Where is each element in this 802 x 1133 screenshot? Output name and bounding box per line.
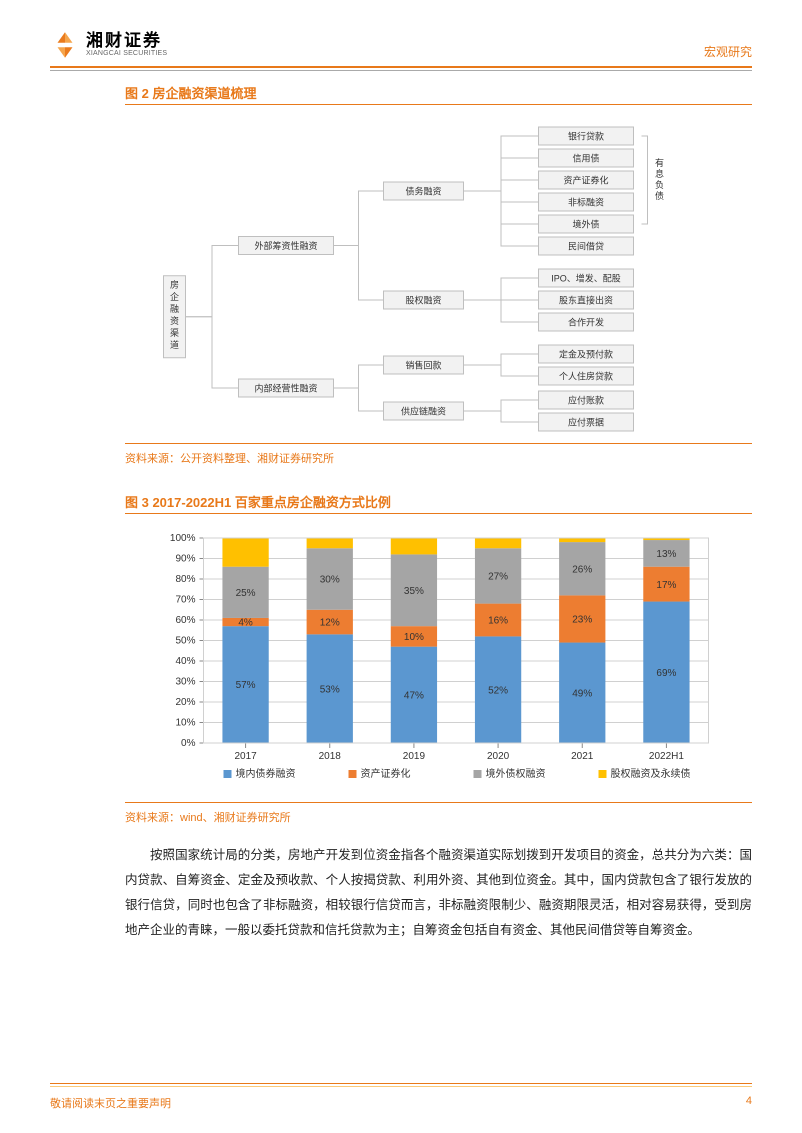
- svg-text:股权融资: 股权融资: [405, 294, 441, 305]
- footer-rule-2: [50, 1086, 752, 1087]
- svg-text:2018: 2018: [319, 751, 342, 762]
- fig2-caption: 图 2 房企融资渠道梳理: [125, 83, 752, 102]
- svg-text:2017: 2017: [234, 751, 257, 762]
- page-number: 4: [746, 1095, 752, 1111]
- svg-text:69%: 69%: [656, 668, 676, 679]
- svg-text:合作开发: 合作开发: [568, 316, 604, 327]
- svg-text:70%: 70%: [175, 595, 195, 606]
- svg-text:有: 有: [655, 157, 664, 168]
- svg-text:35%: 35%: [404, 586, 424, 597]
- svg-text:境外债: 境外债: [572, 218, 599, 229]
- fig2-caption-rule: [125, 104, 752, 105]
- fig3-caption-rule: [125, 513, 752, 514]
- svg-text:债: 债: [655, 190, 664, 201]
- fig2-diagram: 银行贷款信用债资产证券化非标融资境外债民间借贷 IPO、增发、配股股东直接出资合作…: [125, 119, 752, 439]
- svg-text:26%: 26%: [572, 564, 592, 575]
- svg-text:销售回款: 销售回款: [405, 359, 441, 370]
- svg-text:外部筹资性融资: 外部筹资性融资: [254, 240, 317, 251]
- svg-text:20%: 20%: [175, 697, 195, 708]
- logo: 湘财证券 XIANGCAI SECURITIES: [50, 30, 167, 60]
- svg-text:融: 融: [170, 304, 179, 314]
- svg-text:13%: 13%: [656, 549, 676, 560]
- doc-type: 宏观研究: [704, 43, 752, 60]
- svg-text:2019: 2019: [403, 751, 426, 762]
- svg-text:渠: 渠: [170, 327, 179, 338]
- svg-text:80%: 80%: [175, 574, 195, 585]
- svg-text:资产证券化: 资产证券化: [563, 174, 608, 185]
- brand-icon: [50, 30, 80, 60]
- fig3-source: 资料来源：wind、湘财证券研究所: [125, 809, 752, 825]
- body-para-1: 按照国家统计局的分类，房地产开发到位资金指各个融资渠道实际划拨到开发项目的资金，…: [125, 843, 752, 943]
- svg-text:房: 房: [170, 279, 179, 290]
- svg-text:23%: 23%: [572, 615, 592, 626]
- svg-text:10%: 10%: [404, 632, 424, 643]
- svg-text:50%: 50%: [175, 636, 195, 647]
- svg-text:境内债券融资: 境内债券融资: [236, 767, 296, 780]
- svg-text:债务融资: 债务融资: [405, 185, 441, 196]
- svg-text:27%: 27%: [488, 572, 508, 583]
- fig3-source-rule: [125, 802, 752, 803]
- svg-text:资产证券化: 资产证券化: [361, 767, 411, 780]
- svg-text:52%: 52%: [488, 685, 508, 696]
- svg-text:定金及预付款: 定金及预付款: [559, 348, 613, 359]
- svg-text:40%: 40%: [175, 656, 195, 667]
- fig2-source-rule: [125, 443, 752, 444]
- svg-text:100%: 100%: [170, 533, 196, 544]
- svg-text:10%: 10%: [175, 718, 195, 729]
- svg-text:16%: 16%: [488, 616, 508, 627]
- page-header: 湘财证券 XIANGCAI SECURITIES 宏观研究: [50, 30, 752, 60]
- svg-text:47%: 47%: [404, 690, 424, 701]
- svg-text:股东直接出资: 股东直接出资: [559, 294, 613, 305]
- svg-text:信用债: 信用债: [572, 152, 599, 163]
- svg-text:90%: 90%: [175, 554, 195, 565]
- footer-disclaimer: 敬请阅读末页之重要声明: [50, 1095, 171, 1111]
- svg-text:供应链融资: 供应链融资: [401, 405, 446, 416]
- svg-text:境外债权融资: 境外债权融资: [486, 767, 546, 780]
- svg-text:53%: 53%: [320, 684, 340, 695]
- svg-text:2021: 2021: [571, 751, 594, 762]
- svg-text:12%: 12%: [320, 618, 340, 629]
- fig3-caption: 图 3 2017-2022H1 百家重点房企融资方式比例: [125, 492, 752, 511]
- svg-text:企: 企: [170, 291, 179, 302]
- svg-text:应付票据: 应付票据: [568, 416, 604, 427]
- fig3-chart: 0% 10% 20% 30% 40% 50% 60% 70% 80% 90% 100% 57% 4% 25…: [125, 528, 752, 798]
- footer-rule-1: [50, 1083, 752, 1084]
- svg-text:17%: 17%: [656, 580, 676, 591]
- fig2-source: 资料来源：公开资料整理、湘财证券研究所: [125, 450, 752, 466]
- svg-text:应付账款: 应付账款: [568, 394, 604, 405]
- svg-text:IPO、增发、配股: IPO、增发、配股: [551, 272, 621, 283]
- svg-text:息: 息: [655, 168, 664, 179]
- logo-cn: 湘财证券: [86, 32, 167, 50]
- svg-text:49%: 49%: [572, 688, 592, 699]
- header-rule-thin: [50, 70, 752, 71]
- svg-text:道: 道: [170, 339, 179, 350]
- svg-text:资: 资: [170, 316, 179, 326]
- svg-text:4%: 4%: [238, 618, 253, 629]
- svg-text:个人住房贷款: 个人住房贷款: [559, 370, 613, 381]
- svg-text:负: 负: [655, 179, 664, 190]
- svg-text:0%: 0%: [181, 738, 196, 749]
- svg-text:30%: 30%: [320, 575, 340, 586]
- svg-text:民间借贷: 民间借贷: [568, 240, 604, 251]
- svg-text:非标融资: 非标融资: [568, 196, 604, 207]
- svg-text:2022H1: 2022H1: [649, 751, 684, 762]
- svg-text:30%: 30%: [175, 677, 195, 688]
- svg-text:银行贷款: 银行贷款: [568, 130, 604, 141]
- svg-text:57%: 57%: [236, 680, 256, 691]
- page-footer: 敬请阅读末页之重要声明 4: [50, 1083, 752, 1111]
- svg-text:60%: 60%: [175, 615, 195, 626]
- header-rule-orange: [50, 66, 752, 68]
- svg-text:2020: 2020: [487, 751, 510, 762]
- svg-text:股权融资及永续债: 股权融资及永续债: [611, 767, 691, 780]
- svg-text:25%: 25%: [236, 588, 256, 599]
- svg-text:内部经营性融资: 内部经营性融资: [254, 382, 317, 393]
- logo-en: XIANGCAI SECURITIES: [86, 50, 167, 57]
